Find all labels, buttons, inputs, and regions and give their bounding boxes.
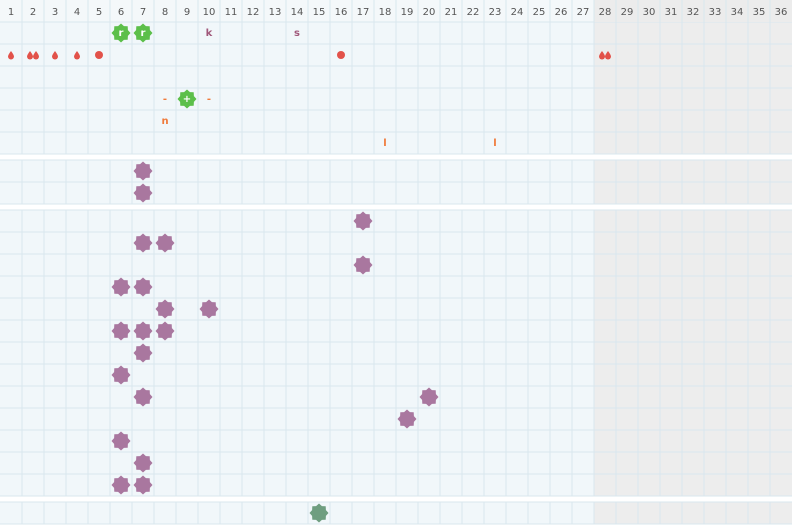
symbol-label: n: [161, 116, 168, 127]
symbol-label: s: [294, 28, 300, 39]
purple-marker: [353, 211, 373, 231]
day-number: 12: [247, 7, 260, 18]
day-number: 21: [445, 7, 458, 18]
day-number: 27: [577, 7, 590, 18]
drop: [605, 51, 611, 60]
purple-marker: [419, 387, 439, 407]
purple-marker: [133, 387, 153, 407]
weekend-shade: [594, 502, 792, 524]
purple-marker: [133, 277, 153, 297]
day-number: 8: [162, 7, 168, 18]
purple-marker: [133, 233, 153, 253]
drop: [27, 51, 33, 60]
purple-marker: [111, 431, 131, 451]
day-number: 2: [30, 7, 36, 18]
purple-marker: [133, 475, 153, 495]
day-number: 29: [621, 7, 634, 18]
day-number: 25: [533, 7, 546, 18]
day-number: 14: [291, 7, 304, 18]
symbol-label: k: [206, 28, 213, 39]
day-number: 3: [52, 7, 58, 18]
purple-marker: [133, 343, 153, 363]
day-number: 20: [423, 7, 436, 18]
day-number: 17: [357, 7, 370, 18]
day-number: 33: [709, 7, 722, 18]
symbol-label: +: [183, 94, 191, 105]
drop: [8, 51, 14, 60]
purple-marker: [133, 321, 153, 341]
symbol-label: -: [163, 94, 167, 105]
day-number: 30: [643, 7, 656, 18]
purple-marker: [111, 277, 131, 297]
day-number: 13: [269, 7, 282, 18]
purple-marker: [133, 161, 153, 181]
day-number: 18: [379, 7, 392, 18]
day-number: 36: [775, 7, 788, 18]
symbol-label: r: [141, 28, 146, 39]
symbol-label: l: [383, 138, 386, 149]
day-number: 31: [665, 7, 678, 18]
purple-marker: [111, 365, 131, 385]
weekend-shade: [594, 210, 792, 496]
day-number: 7: [140, 7, 146, 18]
purple-marker: [353, 255, 373, 275]
symbol-label: r: [119, 28, 124, 39]
drop: [599, 51, 605, 60]
day-number: 24: [511, 7, 524, 18]
symbol-label: -: [207, 94, 211, 105]
day-number: 6: [118, 7, 124, 18]
drop: [33, 51, 39, 60]
day-number: 1: [8, 7, 14, 18]
purple-marker: [155, 321, 175, 341]
purple-marker: [133, 183, 153, 203]
day-number: 15: [313, 7, 326, 18]
header-shade: [594, 0, 792, 22]
symbol-label: l: [493, 138, 496, 149]
day-number: 11: [225, 7, 238, 18]
day-number: 32: [687, 7, 700, 18]
day-number: 23: [489, 7, 502, 18]
green-marker: [133, 23, 153, 43]
day-number: 9: [184, 7, 190, 18]
green-marker: [177, 89, 197, 109]
purple-marker: [111, 321, 131, 341]
day-number: 5: [96, 7, 102, 18]
purple-marker: [199, 299, 219, 319]
day-number: 35: [753, 7, 766, 18]
drop: [74, 51, 80, 60]
day-number: 16: [335, 7, 348, 18]
purple-marker: [155, 233, 175, 253]
day-number: 26: [555, 7, 568, 18]
green-marker: [111, 23, 131, 43]
day-number: 19: [401, 7, 414, 18]
teal-marker: [309, 503, 329, 523]
day-number: 22: [467, 7, 480, 18]
dot: [337, 51, 345, 59]
purple-marker: [155, 299, 175, 319]
day-number: 34: [731, 7, 744, 18]
dot: [95, 51, 103, 59]
purple-marker: [133, 453, 153, 473]
drop: [52, 51, 58, 60]
purple-marker: [111, 475, 131, 495]
day-number: 4: [74, 7, 80, 18]
day-number: 10: [203, 7, 216, 18]
purple-marker: [397, 409, 417, 429]
day-number: 28: [599, 7, 612, 18]
